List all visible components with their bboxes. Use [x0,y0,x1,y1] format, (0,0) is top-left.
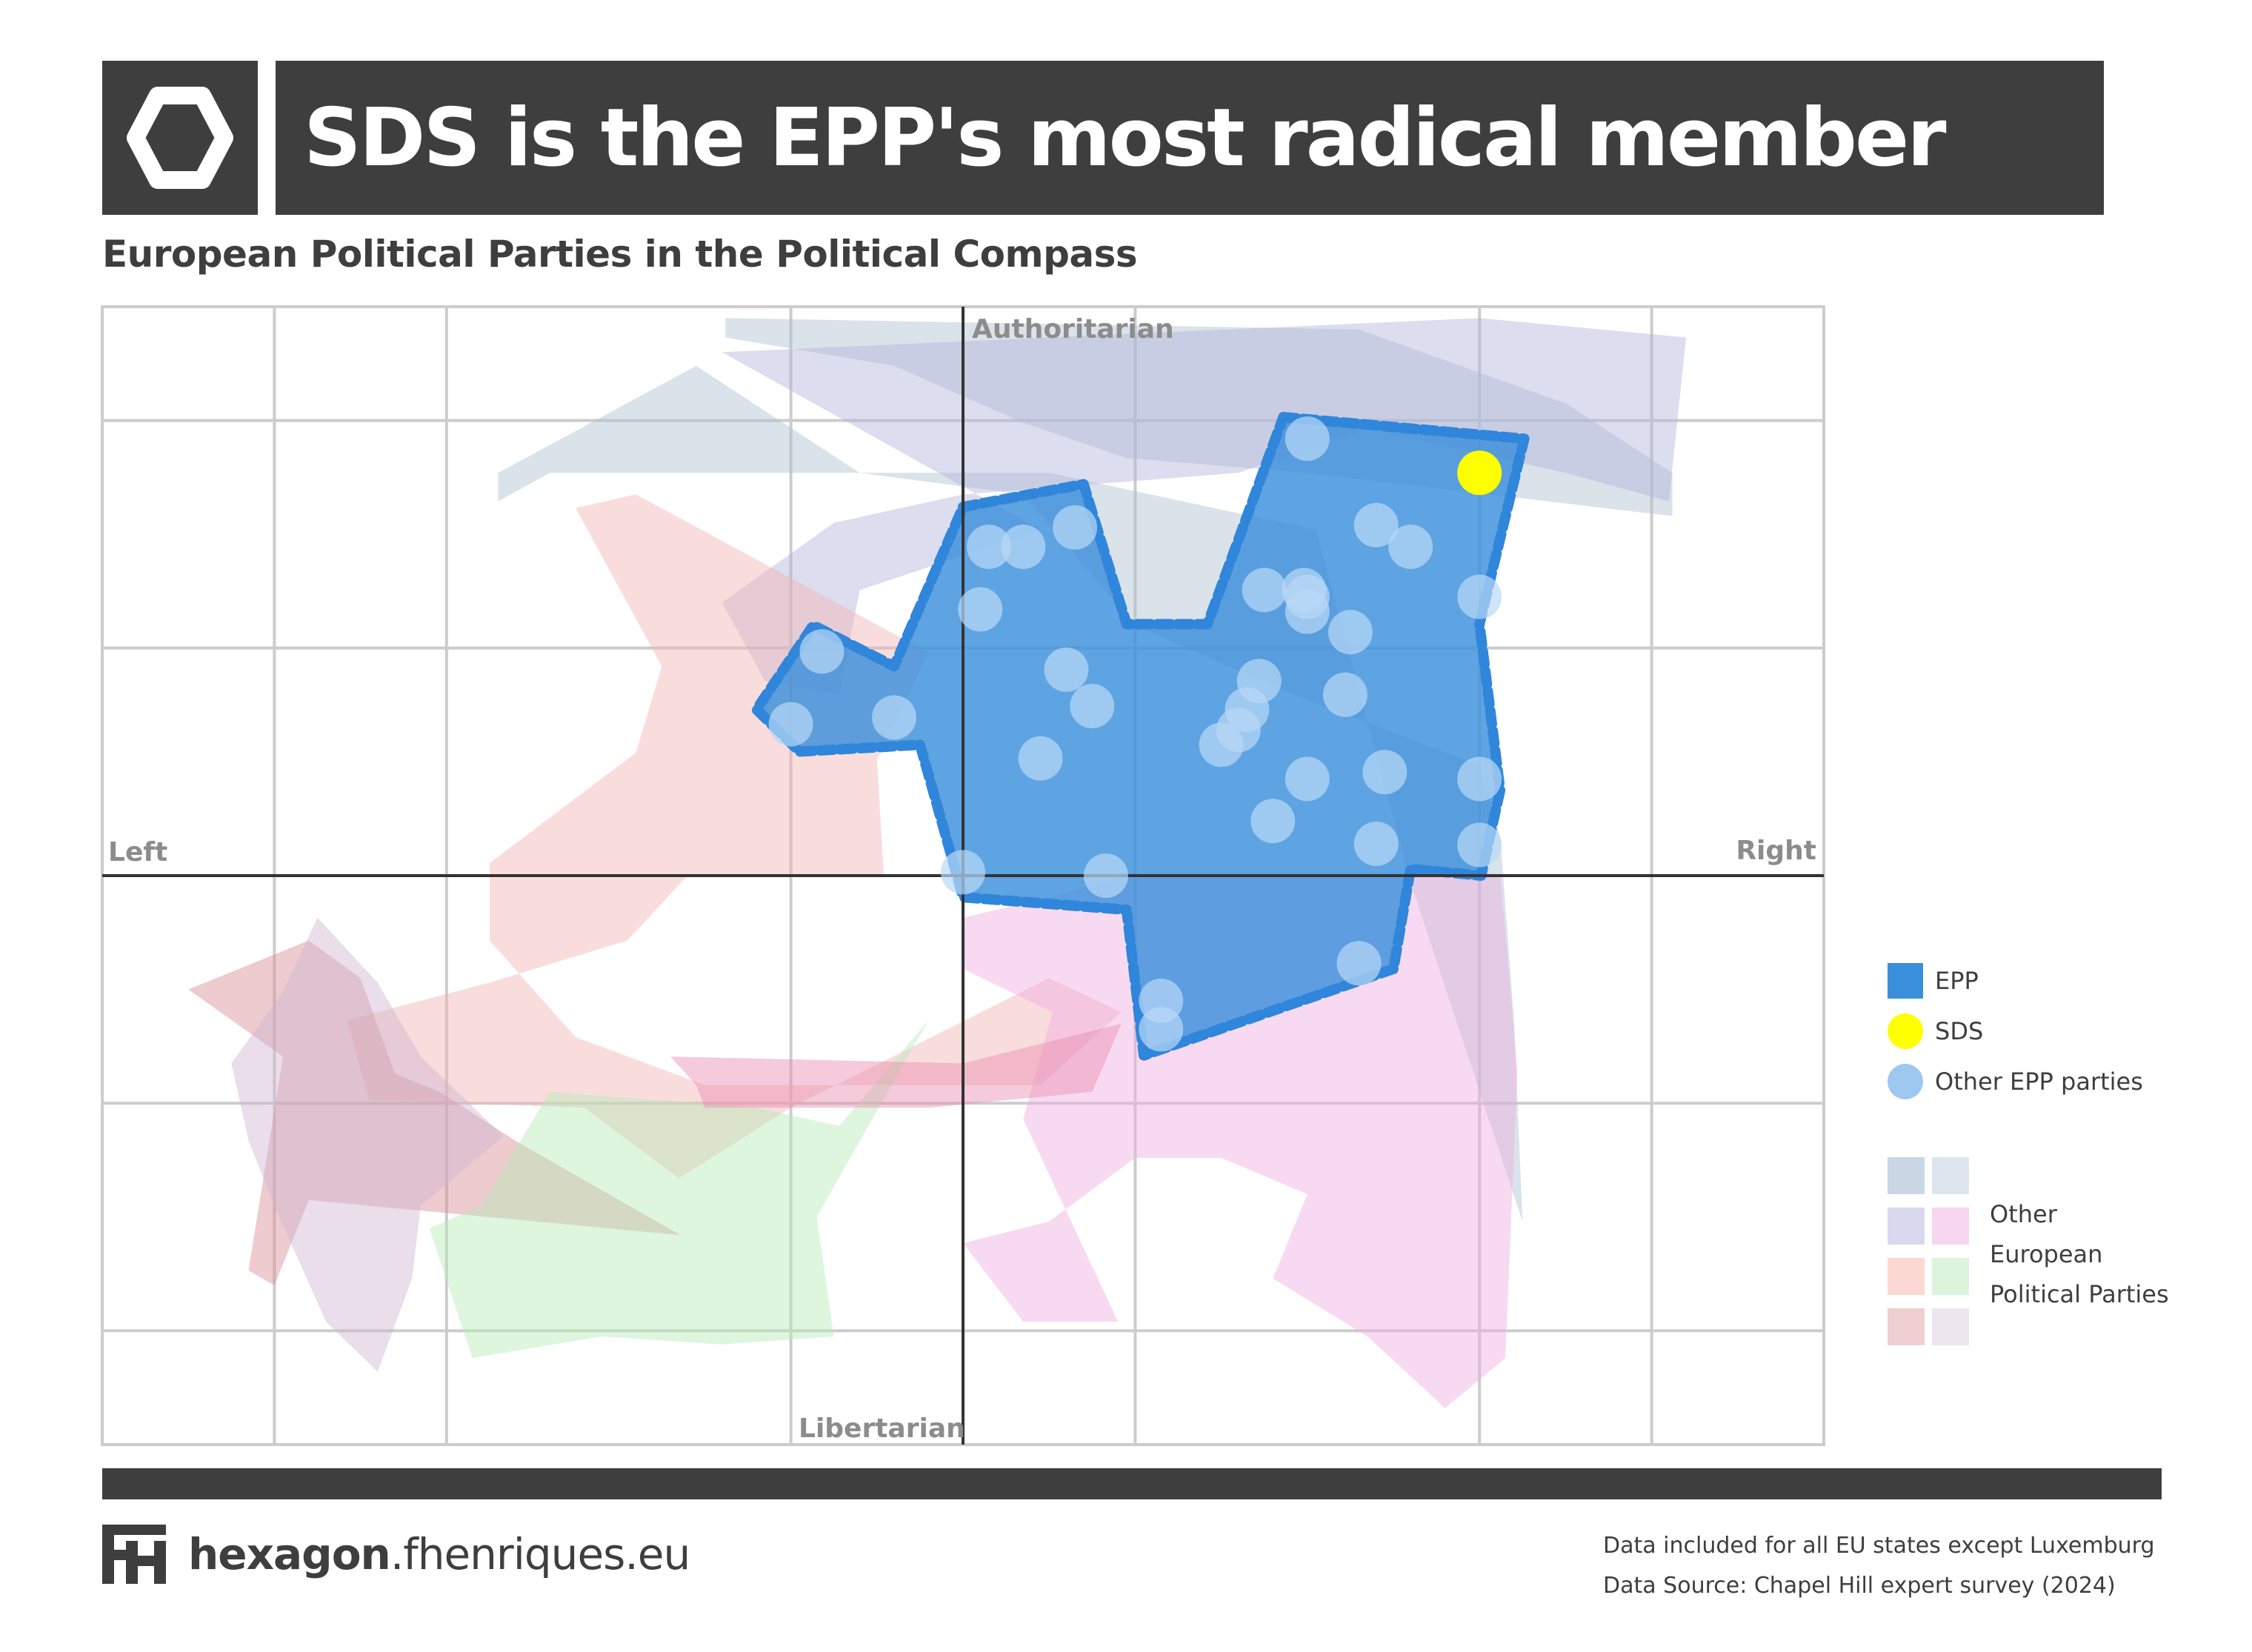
legend-other-swatch [1932,1208,1969,1245]
legend-swatch-sds [1888,1013,1923,1049]
legend-other-swatch [1888,1157,1925,1194]
brand-text[interactable]: hexagon.fhenriques.eu [188,1529,690,1579]
other-epp-party-point [872,695,917,740]
other-epp-party-point [799,629,844,674]
other-epp-party-point [966,524,1011,570]
brand-text-bold: hexagon [188,1529,391,1579]
other-epp-party-point [1053,504,1098,550]
page-title: SDS is the EPP's most radical member [304,91,1946,184]
other-epp-party-point [768,702,813,747]
legend-other-swatch [1888,1258,1925,1295]
other-epp-party-point [1362,750,1408,795]
legend-other-label: Other European Political Parties [1990,1194,2227,1314]
axis-label-bottom: Libertarian [799,1413,965,1444]
brand: hexagon.fhenriques.eu [102,1525,690,1584]
legend-label-sds: SDS [1935,1017,1984,1045]
other-epp-party-point [1336,941,1382,986]
party-area [429,1020,929,1359]
other-epp-party-point [1457,756,1502,802]
other-epp-party-point [1353,502,1399,547]
footnote-coverage: Data included for all EU states except L… [1603,1533,2155,1559]
other-epp-party-point [1388,524,1433,570]
header-title-box: SDS is the EPP's most radical member [276,61,2104,215]
axis-labels: Authoritarian Libertarian Left Right [108,314,1816,1444]
legend-other-swatch [1888,1208,1925,1245]
legend: EPP SDS Other EPP parties [1888,956,2228,1107]
other-epp-party-point [941,850,985,895]
legend-other-parties: Other European Political Parties [1888,1157,2243,1350]
party-area [188,940,681,1285]
other-epp-party-point [958,587,1003,632]
political-compass-chart: Authoritarian Libertarian Left Right [101,305,1825,1446]
other-epp-party-point [1216,707,1261,753]
epp-area-layer [751,412,1530,1061]
hexagon-icon [127,87,233,189]
other-epp-party-point [1083,853,1128,898]
legend-item-sds: SDS [1888,1006,2228,1056]
legend-other-line-1: Other [1990,1200,2057,1228]
data-points [768,416,1502,1052]
header-logo-box [102,61,258,215]
axis-label-right: Right [1736,836,1816,866]
other-epp-party-point [1457,574,1502,619]
other-epp-party-point [1285,756,1330,802]
party-area [670,1023,1122,1108]
legend-other-swatch [1932,1308,1969,1345]
legend-item-other-epp: Other EPP parties [1888,1056,2228,1107]
axis-label-left: Left [108,837,167,867]
other-epp-party-point [1001,524,1046,570]
legend-swatch-epp [1888,963,1923,999]
party-area [347,494,1122,1179]
other-epp-party-point [1285,416,1330,462]
legend-swatch-other-epp [1888,1064,1923,1099]
other-epp-party-point [1353,821,1399,866]
other-epp-party-point [1070,684,1115,729]
legend-other-swatch [1932,1157,1969,1194]
legend-other-line-3: Political Parties [1990,1280,2169,1308]
chart-subtitle: European Political Parties in the Politi… [102,233,1138,276]
footer-bar [102,1468,2162,1499]
legend-label-other-epp: Other EPP parties [1935,1068,2143,1096]
footnotes: Data included for all EU states except L… [1603,1526,2166,1606]
legend-other-swatch [1932,1258,1969,1295]
party-area [963,876,1518,1408]
party-area [231,917,504,1372]
legend-other-line-2: European [1990,1240,2103,1268]
other-epp-party-point [1457,822,1502,867]
legend-other-swatch [1888,1308,1925,1345]
brand-text-domain: .fhenriques.eu [390,1529,690,1579]
other-epp-party-point [1139,1007,1184,1052]
other-epp-party-point [1250,799,1296,844]
other-epp-party-point [1327,610,1373,655]
other-epp-party-point [1322,672,1367,717]
axis-label-top: Authoritarian [972,314,1174,344]
other-epp-party-point [1044,647,1089,692]
legend-item-epp: EPP [1888,956,2228,1006]
epp-area [751,412,1530,1061]
legend-label-epp: EPP [1935,967,1979,995]
other-epp-party-point [1285,589,1330,634]
other-epp-party-point [1018,736,1063,781]
footnote-source: Data Source: Chapel Hill expert survey (… [1603,1573,2116,1599]
other-epp-party-point [1242,567,1287,613]
fh-logo-icon [102,1525,166,1584]
sds-point [1457,450,1502,496]
